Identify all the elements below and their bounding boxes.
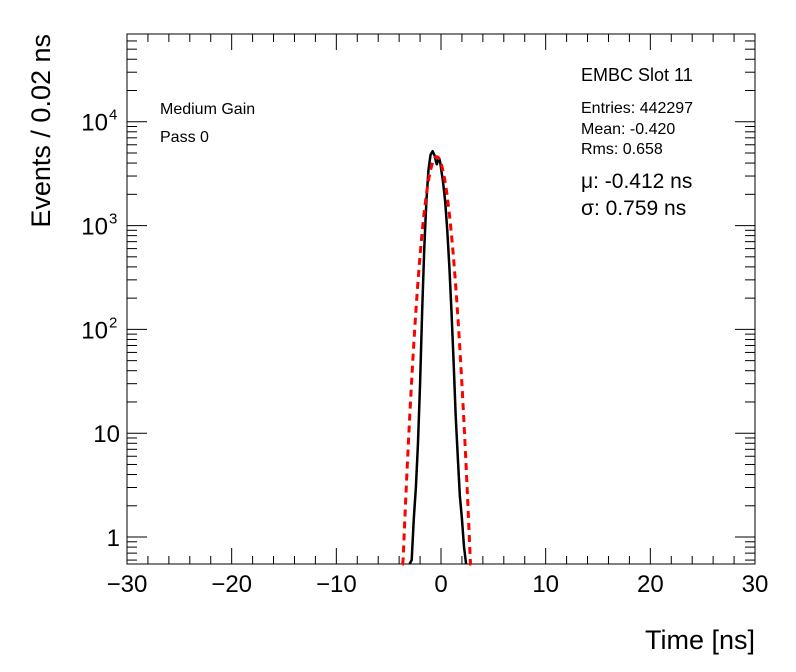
x-tick-label: 0 [434,571,447,598]
y-tick-label-exponent: 3 [109,211,117,228]
series-layer [401,149,472,566]
y-axis-label: Events / 0.02 ns [26,34,56,228]
y-tick-label-base: 10 [81,317,108,344]
y-tick-label: 10 3 [81,211,117,241]
axis-ticks [126,33,756,564]
x-tick-label: 10 [532,571,559,598]
y-tick-label: 1 [107,525,120,552]
x-tick-label: 20 [637,571,664,598]
rms-stat: Rms: 0.658 [581,141,663,158]
y-tick-label-base: 10 [81,214,108,241]
mean-stat: Mean: -0.420 [581,121,675,138]
x-tick-label: 30 [742,571,769,598]
slot-label: EMBC Slot 11 [581,65,693,85]
y-tick-label: 10 4 [81,107,117,137]
fit-sigma-stat: σ: 0.759 ns [581,197,686,220]
y-tick-label: 10 [93,421,120,448]
y-tick-label-exponent: 2 [109,314,117,331]
fit-mu-stat: μ: -0.412 ns [581,170,692,193]
x-tick-label: −30 [107,571,148,598]
pass-label: Pass 0 [160,129,209,146]
x-tick-label: −10 [316,571,357,598]
gain-label: Medium Gain [160,101,255,118]
fit-curve [401,155,472,566]
y-tick-label: 10 2 [81,314,117,344]
y-tick-label-base: 10 [81,110,108,137]
entries-stat: Entries: 442297 [581,100,693,117]
y-tick-label-base: 1 [107,525,120,552]
x-tick-labels: −30 −20 −10 0 10 20 30 [107,571,769,598]
y-tick-label-exponent: 4 [109,107,117,124]
y-tick-label-base: 10 [93,421,120,448]
x-axis-label: Time [ns] [645,625,755,655]
x-tick-label: −20 [211,571,252,598]
histogram-line [408,149,468,565]
